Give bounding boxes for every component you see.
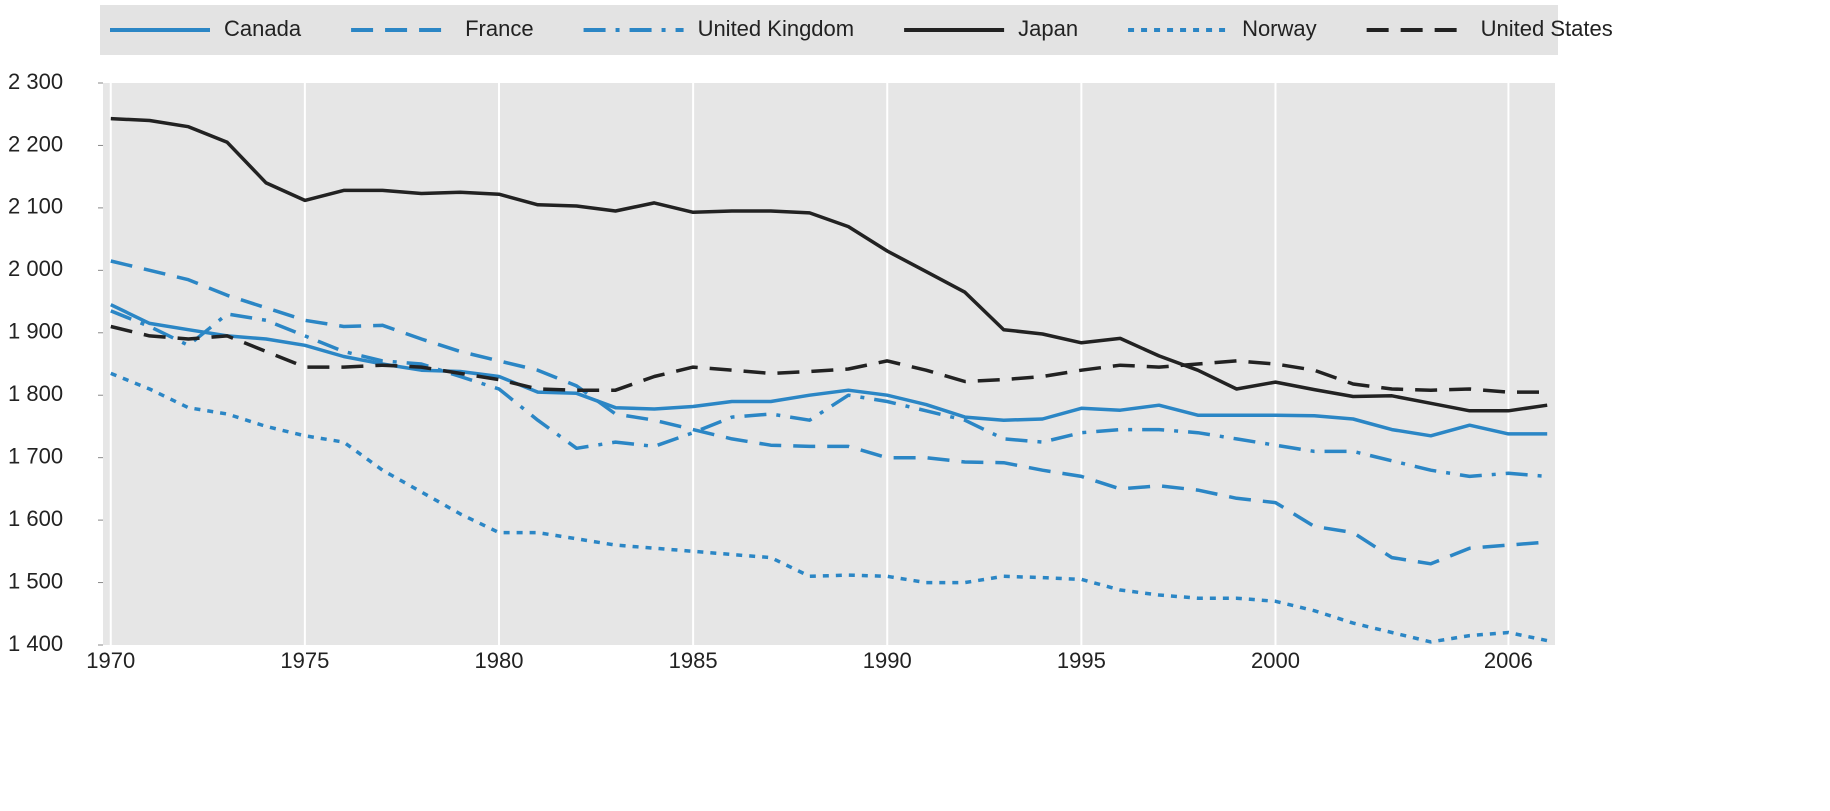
x-tick-label: 1985 [669,648,718,673]
series-line [110,324,1548,394]
series-line [110,303,1548,438]
legend-label: Canada [224,16,302,41]
series-line [110,309,1548,479]
legend-band [100,5,1558,55]
series-line [110,371,1548,644]
x-tick-label: 1995 [1057,648,1106,673]
y-tick-label: 1 600 [8,506,63,531]
y-tick-label: 1 400 [8,631,63,656]
y-tick-label: 1 500 [8,568,63,593]
x-tick-label: 2000 [1251,648,1300,673]
series-line [110,259,1548,566]
x-tick-label: 1970 [86,648,135,673]
x-tick-label: 1990 [863,648,912,673]
x-tick-label: 1980 [475,648,524,673]
y-tick-label: 1 900 [8,319,63,344]
y-tick-label: 1 800 [8,381,63,406]
legend-label: Japan [1018,16,1078,41]
legend-label: France [465,16,533,41]
y-tick-label: 1 700 [8,443,63,468]
plot-area [103,83,1555,645]
series-line [110,116,1548,413]
y-tick-label: 2 000 [8,256,63,281]
y-tick-label: 2 200 [8,131,63,156]
x-tick-label: 2006 [1484,648,1533,673]
legend-label: United Kingdom [698,16,855,41]
y-tick-label: 2 300 [8,69,63,94]
legend-label: United States [1481,16,1613,41]
legend-label: Norway [1242,16,1317,41]
y-tick-label: 2 100 [8,194,63,219]
x-tick-label: 1975 [280,648,329,673]
